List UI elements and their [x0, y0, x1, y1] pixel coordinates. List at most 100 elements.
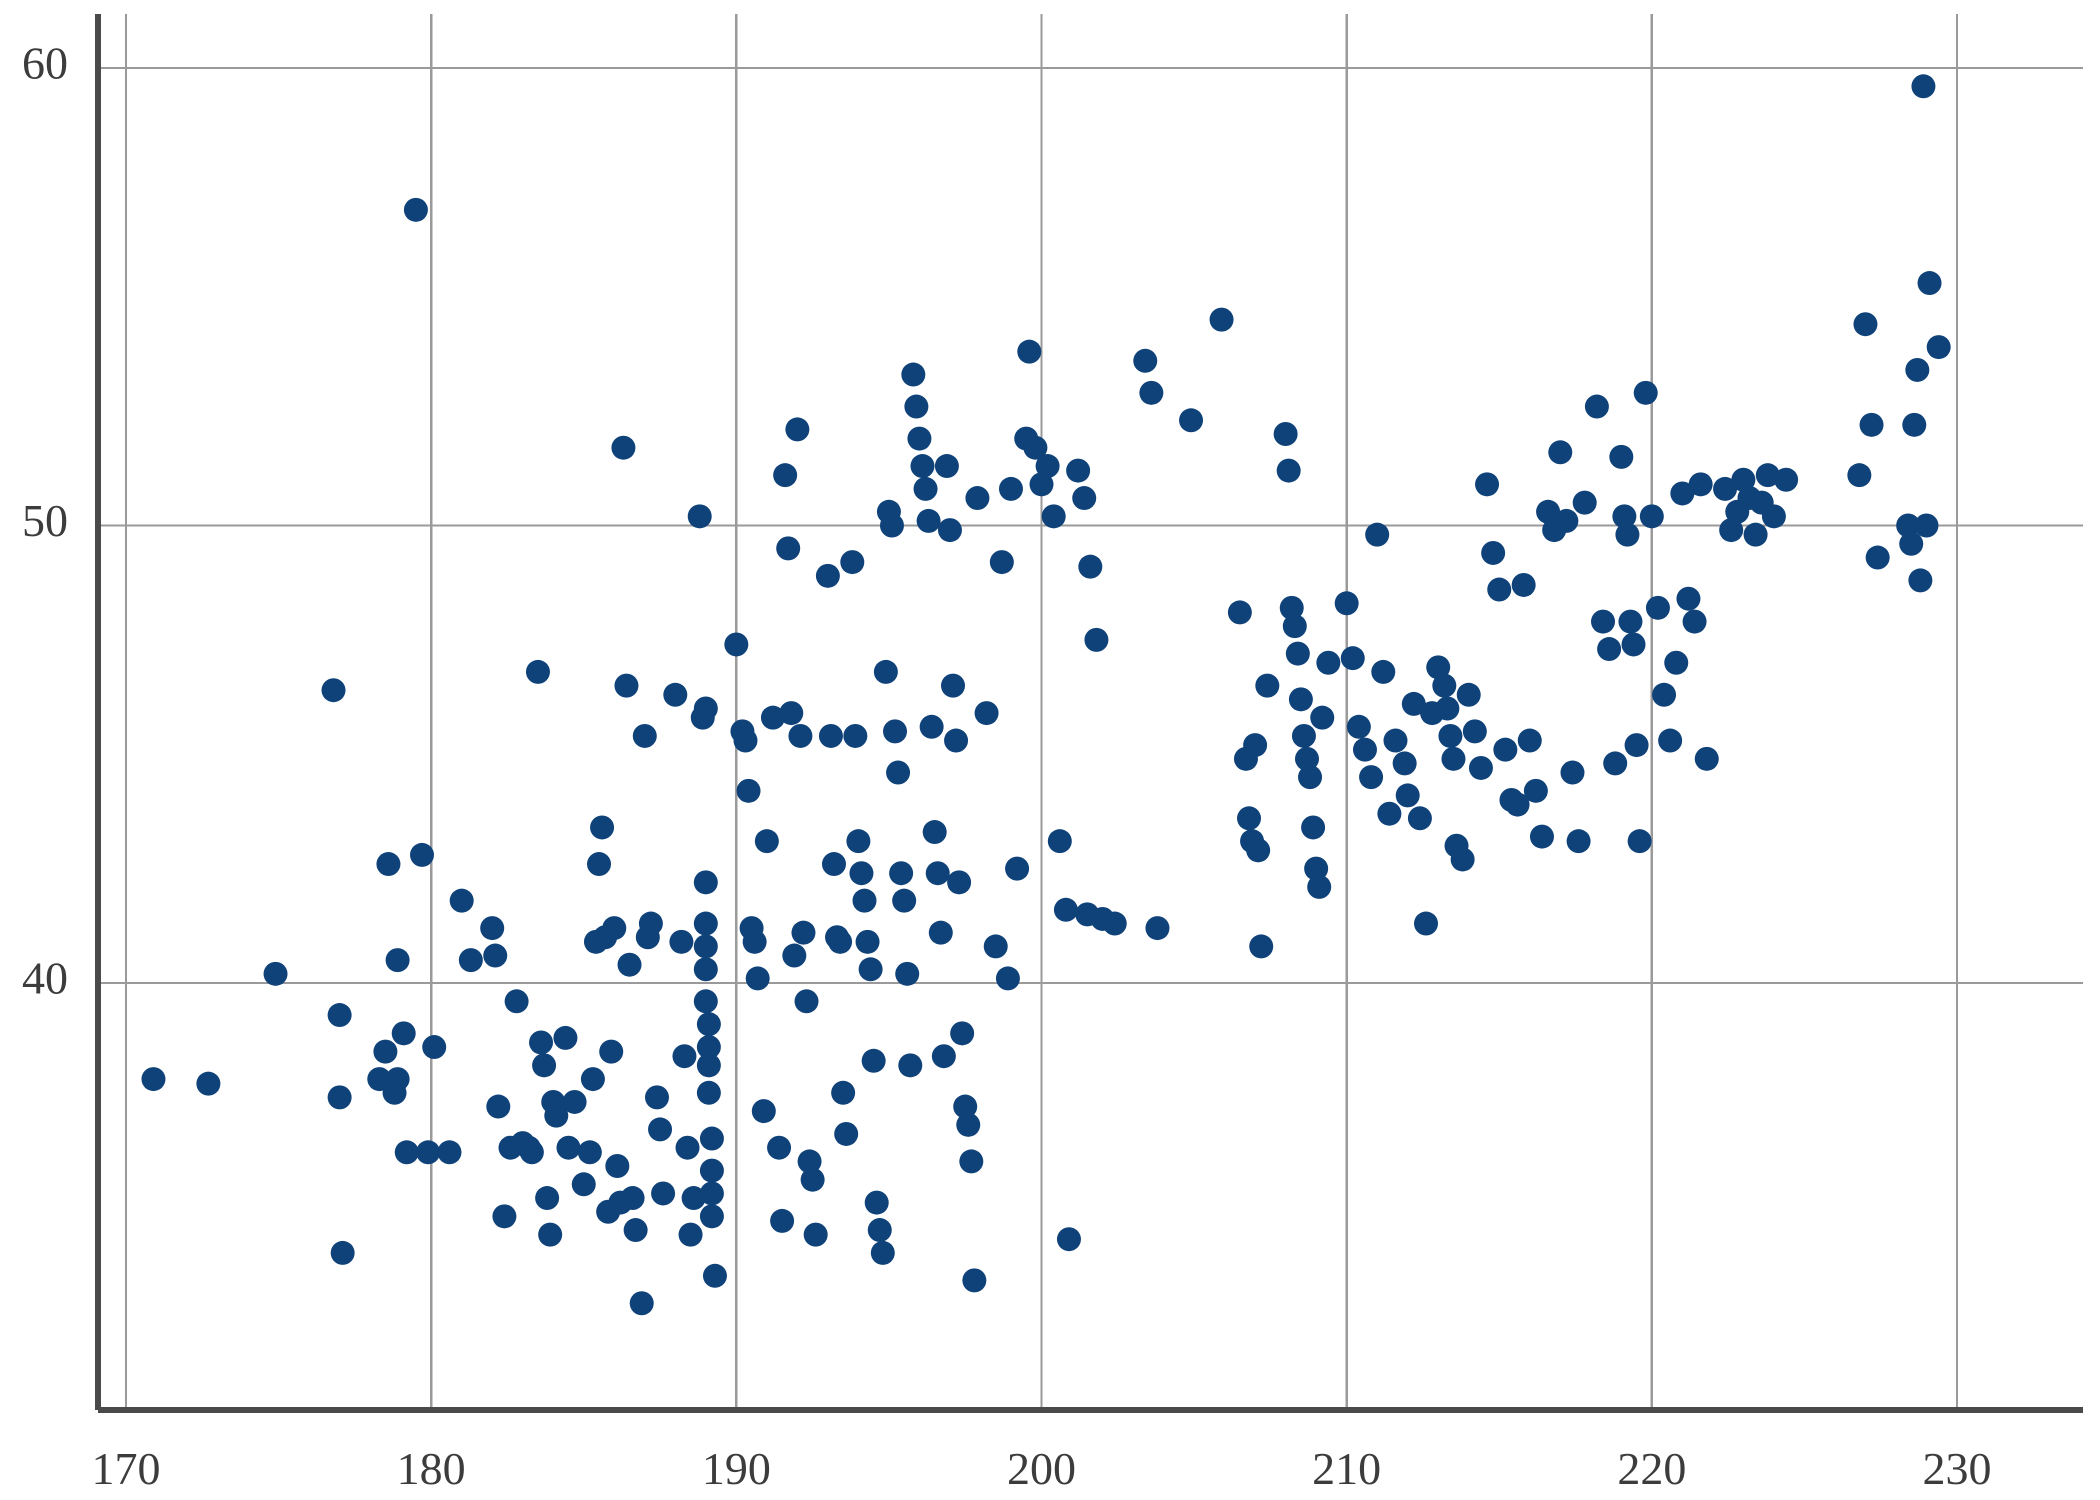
data-point-marker — [1774, 467, 1799, 492]
data-point-marker — [1450, 847, 1475, 872]
data-point-marker — [376, 852, 401, 877]
data-point-marker — [587, 852, 612, 877]
data-point-marker — [391, 1021, 416, 1046]
data-point-marker — [1475, 472, 1500, 497]
data-point-marker — [1743, 522, 1768, 547]
data-point-marker — [1572, 490, 1597, 515]
data-point-marker — [959, 1149, 984, 1174]
data-point-marker — [529, 1030, 554, 1055]
data-point-marker — [742, 929, 767, 954]
data-point-marker — [1017, 339, 1042, 364]
data-point-marker — [1905, 357, 1930, 382]
data-point-marker — [724, 632, 749, 657]
data-point-marker — [1407, 806, 1432, 831]
data-point-marker — [687, 504, 712, 529]
data-point-marker — [321, 678, 346, 703]
data-point-marker — [410, 842, 435, 867]
data-point-marker — [1609, 444, 1634, 469]
data-point-marker — [901, 362, 926, 387]
data-point-marker — [879, 513, 904, 538]
data-point-marker — [1468, 755, 1493, 780]
data-point-marker — [1102, 911, 1127, 936]
data-point-marker — [1694, 746, 1719, 771]
data-point-marker — [797, 1149, 822, 1174]
data-point-marker — [480, 916, 505, 941]
data-point-marker — [648, 1117, 673, 1142]
data-point-marker — [696, 1012, 721, 1037]
data-point-marker — [1041, 504, 1066, 529]
data-point-marker — [1865, 545, 1890, 570]
data-point-marker — [1056, 1227, 1081, 1252]
data-point-marker — [736, 778, 761, 803]
data-point-marker — [947, 870, 972, 895]
data-point-marker — [1255, 673, 1280, 698]
data-point-marker — [1688, 472, 1713, 497]
data-point-marker — [1529, 824, 1554, 849]
data-point-marker — [651, 1181, 676, 1206]
data-point-marker — [699, 1181, 724, 1206]
data-point-marker — [693, 957, 718, 982]
data-point-marker — [1652, 682, 1677, 707]
data-point-marker — [1676, 586, 1701, 611]
data-point-marker — [1584, 394, 1609, 419]
data-point-marker — [828, 929, 853, 954]
data-point-marker — [525, 659, 550, 684]
data-point-marker — [1633, 380, 1658, 405]
data-point-marker — [699, 1158, 724, 1183]
data-point-marker — [821, 852, 846, 877]
data-point-marker — [367, 1067, 392, 1092]
data-point-marker — [263, 961, 288, 986]
data-point-marker — [535, 1186, 560, 1211]
data-point-marker — [1597, 637, 1622, 662]
data-point-marker — [989, 550, 1014, 575]
data-point-marker — [483, 943, 508, 968]
y-axis-tick-labels: 40 50 60 — [22, 38, 68, 1004]
data-point-marker — [1053, 897, 1078, 922]
data-point-marker — [873, 659, 898, 684]
data-point-marker — [544, 1103, 569, 1128]
data-point-marker — [693, 870, 718, 895]
data-point-marker — [1401, 691, 1426, 716]
data-point-marker — [394, 1140, 419, 1165]
data-point-marker — [702, 1263, 727, 1288]
data-point-marker — [617, 952, 642, 977]
data-point-marker — [1084, 627, 1109, 652]
data-point-marker — [1047, 829, 1072, 854]
data-point-marker — [995, 966, 1020, 991]
data-point-marker — [1902, 412, 1927, 437]
data-point-marker — [931, 1044, 956, 1069]
data-point-marker — [751, 1099, 776, 1124]
data-point-marker — [141, 1067, 166, 1092]
data-point-marker — [693, 934, 718, 959]
x-tick-label: 190 — [702, 1443, 771, 1494]
data-point-marker — [696, 1053, 721, 1078]
data-point-marker — [605, 1154, 630, 1178]
data-point-marker — [1352, 737, 1377, 762]
data-point-marker — [788, 723, 813, 748]
data-point-marker — [1554, 508, 1579, 533]
data-point-marker — [1288, 687, 1313, 712]
data-point-marker — [922, 820, 947, 845]
data-point-marker — [1487, 577, 1512, 602]
x-tick-label: 180 — [397, 1443, 466, 1494]
data-point-marker — [1359, 765, 1384, 790]
data-point-marker — [1316, 650, 1341, 675]
data-point-marker — [196, 1071, 221, 1096]
data-point-marker — [693, 911, 718, 936]
data-point-marker — [1209, 307, 1234, 332]
data-point-marker — [699, 1204, 724, 1229]
data-point-marker — [916, 508, 941, 533]
data-point-marker — [1755, 463, 1780, 488]
data-point-marker — [538, 1222, 563, 1247]
data-point-marker — [663, 682, 688, 707]
data-point-marker — [678, 1222, 703, 1247]
axis-spines-group — [95, 14, 2083, 1413]
data-point-marker — [941, 673, 965, 698]
data-point-marker — [1899, 531, 1924, 556]
data-point-marker — [1566, 829, 1591, 854]
data-point-marker — [1658, 728, 1683, 753]
data-point-marker — [770, 1208, 795, 1233]
data-point-marker — [898, 1053, 923, 1078]
data-point-marker — [953, 1094, 978, 1119]
data-point-marker — [1926, 335, 1951, 360]
